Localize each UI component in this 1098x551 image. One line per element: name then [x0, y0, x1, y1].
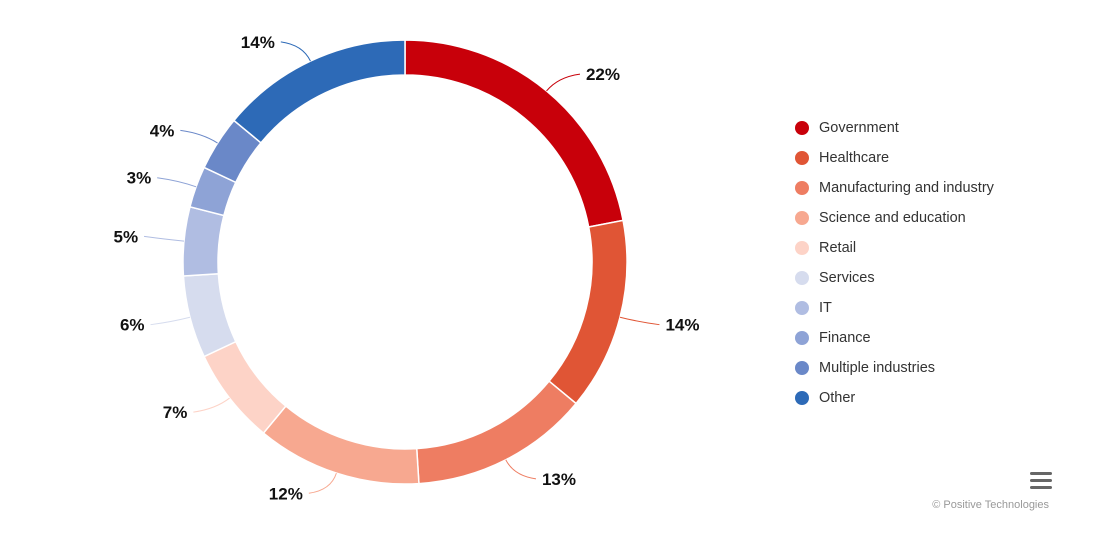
- legend-marker: [795, 301, 809, 315]
- legend-marker: [795, 271, 809, 285]
- legend-label: Healthcare: [819, 150, 890, 166]
- legend-item[interactable]: Science and education: [795, 203, 994, 233]
- label-connector: [280, 41, 311, 62]
- label-connector: [619, 316, 660, 326]
- label-connector: [308, 472, 337, 494]
- data-label: 5%: [113, 227, 138, 246]
- data-label: 14%: [665, 316, 699, 335]
- legend-item[interactable]: IT: [795, 293, 994, 323]
- data-label: 4%: [150, 121, 175, 140]
- credits-text: © Positive Technologies: [932, 499, 1049, 511]
- donut-chart: 22% 14% 13% 12% 7% 6% 5% 3% 4% 14%: [113, 33, 699, 503]
- legend-label: Multiple industries: [819, 360, 936, 376]
- legend-item[interactable]: Multiple industries: [795, 353, 994, 383]
- legend-label: Retail: [819, 240, 857, 256]
- legend-label: Science and education: [819, 210, 966, 226]
- legend-label: Government: [819, 120, 899, 136]
- legend-marker: [795, 361, 809, 375]
- legend-item[interactable]: Finance: [795, 323, 994, 353]
- legend: Government Healthcare Manufacturing and in…: [795, 113, 994, 413]
- legend-item[interactable]: Services: [795, 263, 994, 293]
- donut-slice[interactable]: [182, 205, 225, 277]
- legend-marker: [795, 121, 809, 135]
- label-connector: [180, 129, 218, 144]
- menu-icon[interactable]: [1029, 470, 1053, 490]
- legend-marker: [795, 241, 809, 255]
- legend-item[interactable]: Government: [795, 113, 994, 143]
- data-label: 14%: [241, 33, 275, 52]
- label-connector: [143, 235, 185, 242]
- label-connector: [150, 316, 191, 326]
- data-label: 22%: [586, 65, 620, 84]
- legend-label: IT: [819, 300, 832, 316]
- legend-item[interactable]: Retail: [795, 233, 994, 263]
- legend-marker: [795, 151, 809, 165]
- legend-label: Other: [819, 390, 856, 406]
- donut-slice[interactable]: [232, 39, 406, 144]
- legend-item[interactable]: Other: [795, 383, 994, 413]
- data-label: 6%: [120, 316, 145, 335]
- data-label: 3%: [127, 169, 152, 188]
- donut-slice[interactable]: [203, 340, 287, 435]
- menu-bar: [1030, 479, 1052, 482]
- data-label: 13%: [542, 470, 576, 489]
- data-label: 12%: [269, 484, 303, 503]
- label-connector: [193, 397, 230, 413]
- legend-label: Finance: [819, 330, 871, 346]
- donut-slice[interactable]: [415, 380, 578, 485]
- donut-slice[interactable]: [182, 272, 237, 358]
- legend-marker: [795, 391, 809, 405]
- label-connector: [505, 459, 537, 480]
- donut-slice[interactable]: [548, 219, 628, 405]
- menu-bar: [1030, 486, 1052, 489]
- legend-item[interactable]: Manufacturing and industry: [795, 173, 994, 203]
- label-connector: [546, 73, 581, 92]
- label-connector: [157, 177, 197, 188]
- legend-marker: [795, 181, 809, 195]
- menu-bar: [1030, 472, 1052, 475]
- legend-label: Services: [819, 270, 875, 286]
- legend-label: Manufacturing and industry: [819, 180, 994, 196]
- legend-marker: [795, 331, 809, 345]
- legend-marker: [795, 211, 809, 225]
- donut-slice[interactable]: [262, 405, 420, 485]
- data-label: 7%: [163, 403, 188, 422]
- legend-item[interactable]: Healthcare: [795, 143, 994, 173]
